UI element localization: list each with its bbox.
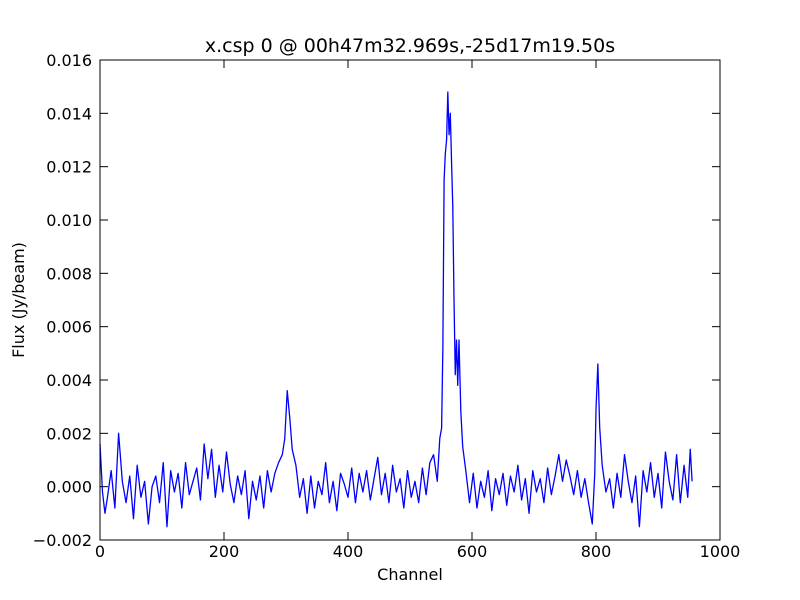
x-tick-label: 600 — [457, 542, 488, 561]
y-tick-label: 0.008 — [46, 264, 92, 283]
x-tick-label: 200 — [209, 542, 240, 561]
plot-area — [99, 91, 693, 528]
y-tick-label: 0.002 — [46, 424, 92, 443]
y-tick-label: 0.012 — [46, 158, 92, 177]
x-axis-label: Channel — [377, 565, 443, 584]
y-tick-label: 0.014 — [46, 104, 92, 123]
y-tick-label: 0.006 — [46, 318, 92, 337]
y-tick-label: 0.004 — [46, 371, 92, 390]
y-tick-label: −0.002 — [33, 531, 92, 550]
x-tick-label: 0 — [95, 542, 105, 561]
y-axis-label: Flux (Jy/beam) — [9, 242, 28, 358]
axes-frame — [99, 59, 721, 541]
x-tick-label: 800 — [581, 542, 612, 561]
y-tick-label: 0.000 — [46, 478, 92, 497]
y-tick-label: 0.016 — [46, 51, 92, 70]
x-tick-label: 1000 — [700, 542, 741, 561]
chart-title: x.csp 0 @ 00h47m32.969s,-25d17m19.50s — [205, 35, 615, 57]
data-line — [99, 91, 693, 528]
x-tick-label: 400 — [333, 542, 364, 561]
y-tick-label: 0.010 — [46, 211, 92, 230]
